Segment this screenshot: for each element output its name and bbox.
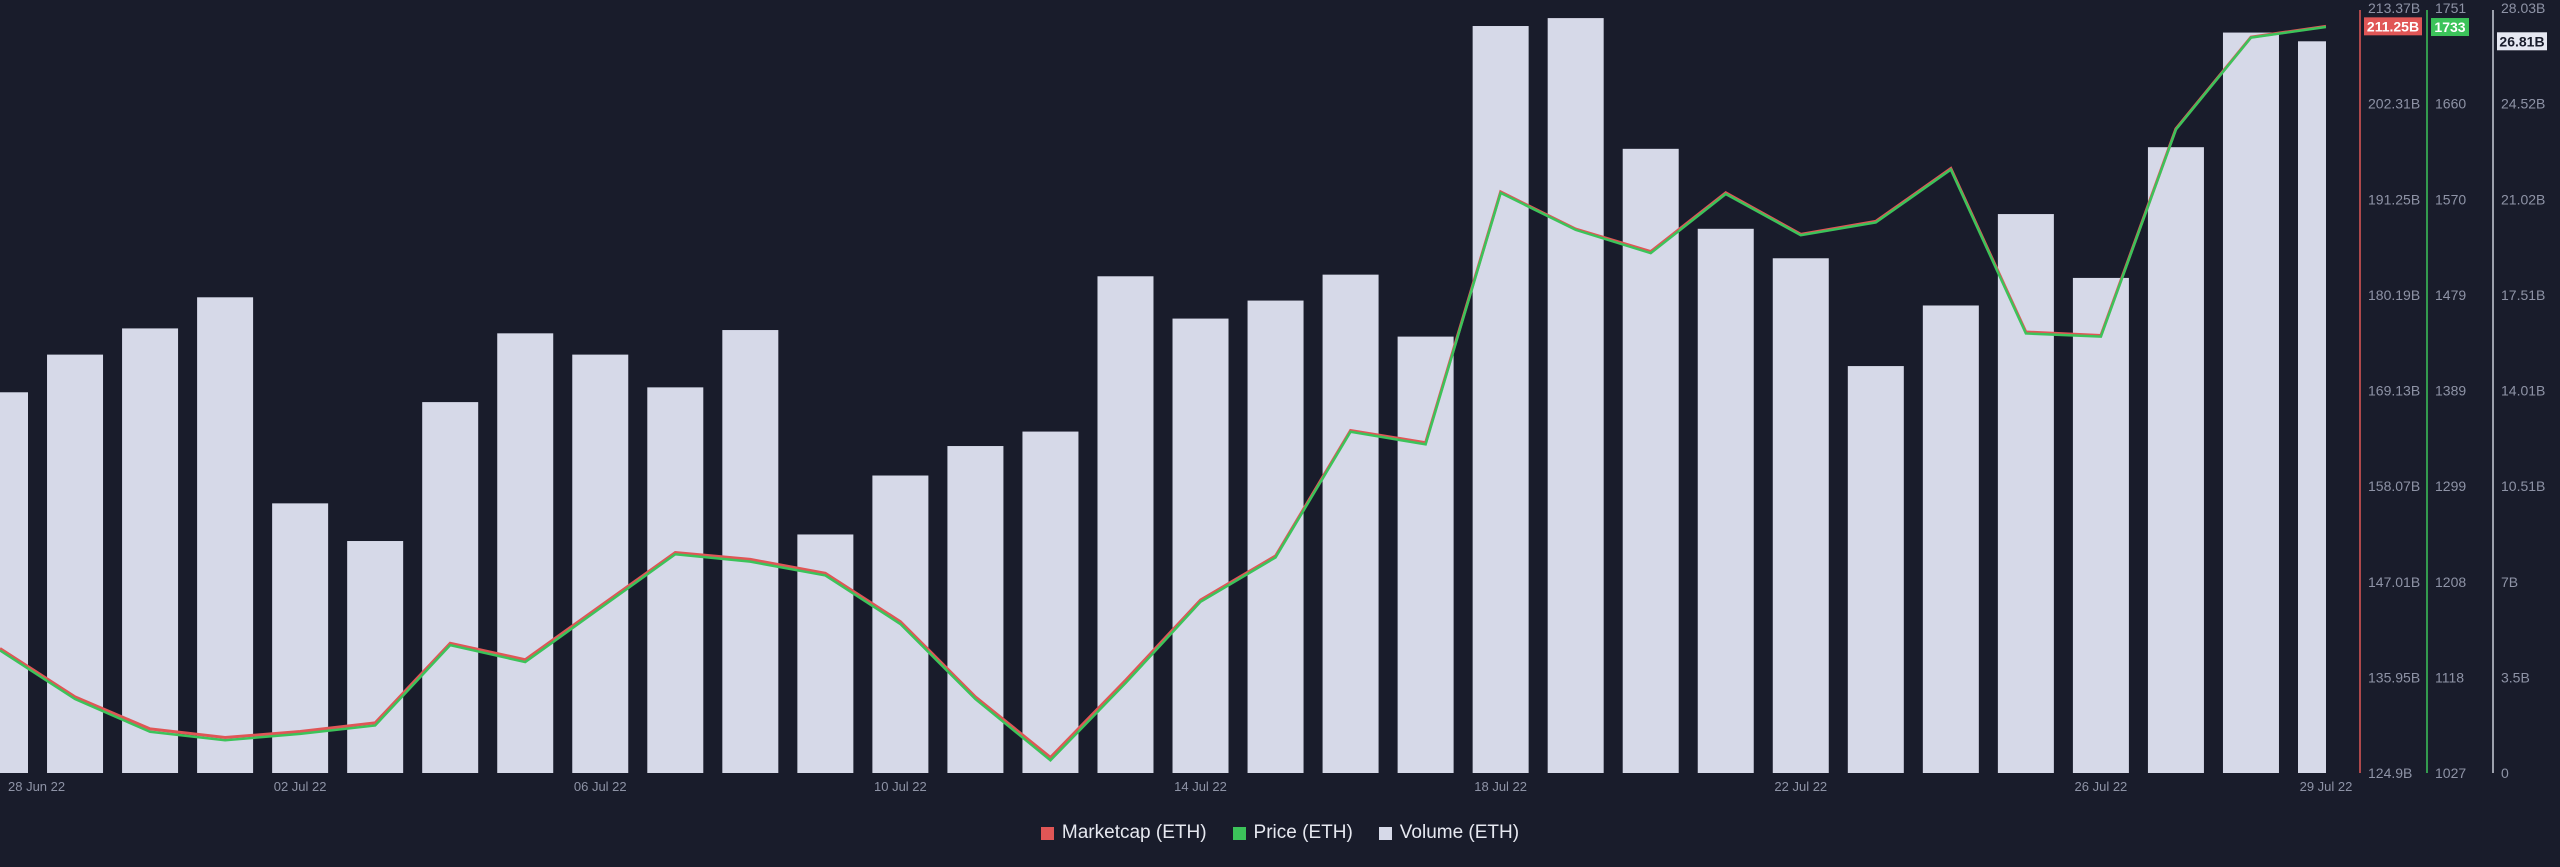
- volume-tick-label: 14.01B: [2501, 383, 2545, 399]
- volume-bars: [0, 18, 2354, 774]
- price-line: [0, 25, 2326, 763]
- volume-tick-label: 24.52B: [2501, 96, 2545, 112]
- legend-item-marketcap[interactable]: Marketcap (ETH): [1040, 822, 1207, 844]
- volume-bar[interactable]: [1397, 336, 1454, 773]
- volume-bar[interactable]: [1997, 214, 2054, 773]
- volume-bar[interactable]: [1097, 276, 1154, 773]
- volume-bar[interactable]: [422, 402, 479, 773]
- marketcap-tick-label: 191.25B: [2368, 191, 2420, 207]
- volume-bar[interactable]: [47, 354, 104, 773]
- lines: [0, 24, 2326, 763]
- volume-bar[interactable]: [722, 330, 779, 773]
- volume-tick-label: 7B: [2501, 574, 2518, 590]
- volume-bar[interactable]: [1322, 274, 1379, 773]
- volume-tick-label: 21.02B: [2501, 191, 2545, 207]
- marketcap-current-badge: [2364, 17, 2422, 36]
- volume-bar[interactable]: [1847, 366, 1904, 773]
- marketcap-tick-label: 124.9B: [2368, 765, 2412, 781]
- volume-bar[interactable]: [197, 297, 254, 773]
- marketcap-current-value: 211.25B: [2367, 18, 2419, 34]
- marketcap-tick-label: 202.31B: [2368, 96, 2420, 112]
- volume-bar[interactable]: [572, 354, 629, 773]
- volume-bar[interactable]: [2298, 41, 2354, 774]
- volume-bar[interactable]: [647, 387, 704, 773]
- volume-bar[interactable]: [1472, 26, 1529, 774]
- x-tick-label: 02 Jul 22: [274, 779, 327, 794]
- volume-bar[interactable]: [2072, 277, 2129, 773]
- volume-bar[interactable]: [1022, 431, 1079, 773]
- volume-bar[interactable]: [2147, 147, 2204, 773]
- legend-swatch-price: [1232, 826, 1246, 840]
- volume-bar[interactable]: [347, 541, 404, 773]
- price-tick-label: 1660: [2435, 96, 2466, 112]
- volume-bar[interactable]: [1922, 305, 1979, 773]
- marketcap-tick-label: 158.07B: [2368, 478, 2420, 494]
- price-tick-label: 1389: [2435, 383, 2466, 399]
- volume-bar[interactable]: [1172, 318, 1229, 773]
- price-tick-label: 1299: [2435, 478, 2466, 494]
- volume-tick-label: 0: [2501, 765, 2509, 781]
- marketcap-tick-label: 213.37B: [2368, 0, 2420, 16]
- x-tick-label: 22 Jul 22: [1774, 779, 1827, 794]
- legend: Marketcap (ETH) Price (ETH) Volume (ETH): [0, 822, 2560, 844]
- legend-item-price[interactable]: Price (ETH): [1232, 822, 1353, 844]
- volume-bar[interactable]: [2222, 32, 2279, 773]
- volume-bar[interactable]: [1547, 18, 1604, 774]
- legend-swatch-marketcap: [1040, 826, 1054, 840]
- legend-item-volume[interactable]: Volume (ETH): [1378, 822, 1520, 844]
- legend-label: Price (ETH): [1253, 822, 1353, 843]
- volume-tick-label: 3.5B: [2501, 669, 2530, 685]
- marketcap-tick-label: 147.01B: [2368, 574, 2420, 590]
- x-tick-label: 26 Jul 22: [2075, 779, 2128, 794]
- legend-swatch-volume: [1378, 826, 1392, 840]
- price-tick-label: 1208: [2435, 574, 2466, 590]
- volume-tick-label: 10.51B: [2501, 478, 2545, 494]
- volume-bar[interactable]: [1772, 258, 1829, 773]
- legend-label: Volume (ETH): [1399, 822, 1520, 843]
- price-current-value: 1733: [2434, 19, 2465, 35]
- volume-bar[interactable]: [1622, 148, 1679, 773]
- price-current-badge: [2431, 18, 2469, 37]
- volume-bar[interactable]: [122, 328, 179, 773]
- volume-bar[interactable]: [947, 446, 1004, 773]
- volume-tick-label: 17.51B: [2501, 287, 2545, 303]
- y-axes: 213.37B 202.31B 191.25B 180.19B 169.13B 158.0…: [2359, 0, 2547, 781]
- price-tick-label: 1570: [2435, 191, 2466, 207]
- price-tick-label: 1027: [2435, 765, 2466, 781]
- volume-current-badge: [2497, 32, 2547, 51]
- x-tick-label: 10 Jul 22: [874, 779, 927, 794]
- volume-bar[interactable]: [497, 333, 554, 773]
- price-tick-label: 1118: [2435, 669, 2464, 685]
- volume-bar[interactable]: [1247, 300, 1304, 773]
- x-tick-label: 14 Jul 22: [1174, 779, 1227, 794]
- x-axis: 28 Jun 22 02 Jul 22 06 Jul 22 10 Jul 22 14 J…: [8, 779, 2352, 794]
- marketcap-tick-label: 169.13B: [2368, 383, 2420, 399]
- volume-current-value: 26.81B: [2499, 33, 2544, 49]
- price-tick-label: 1751: [2435, 0, 2466, 16]
- volume-tick-label: 28.03B: [2501, 0, 2545, 16]
- x-tick-label: 28 Jun 22: [8, 779, 65, 794]
- x-tick-label: 29 Jul 22: [2300, 779, 2353, 794]
- volume-bar[interactable]: [0, 392, 28, 773]
- x-tick-label: 06 Jul 22: [574, 779, 627, 794]
- marketcap-tick-label: 135.95B: [2368, 669, 2420, 685]
- volume-bar[interactable]: [1697, 228, 1754, 773]
- price-tick-label: 1479: [2435, 287, 2466, 303]
- legend-label: Marketcap (ETH): [1061, 822, 1207, 843]
- marketcap-tick-label: 180.19B: [2368, 287, 2420, 303]
- x-tick-label: 18 Jul 22: [1474, 779, 1527, 794]
